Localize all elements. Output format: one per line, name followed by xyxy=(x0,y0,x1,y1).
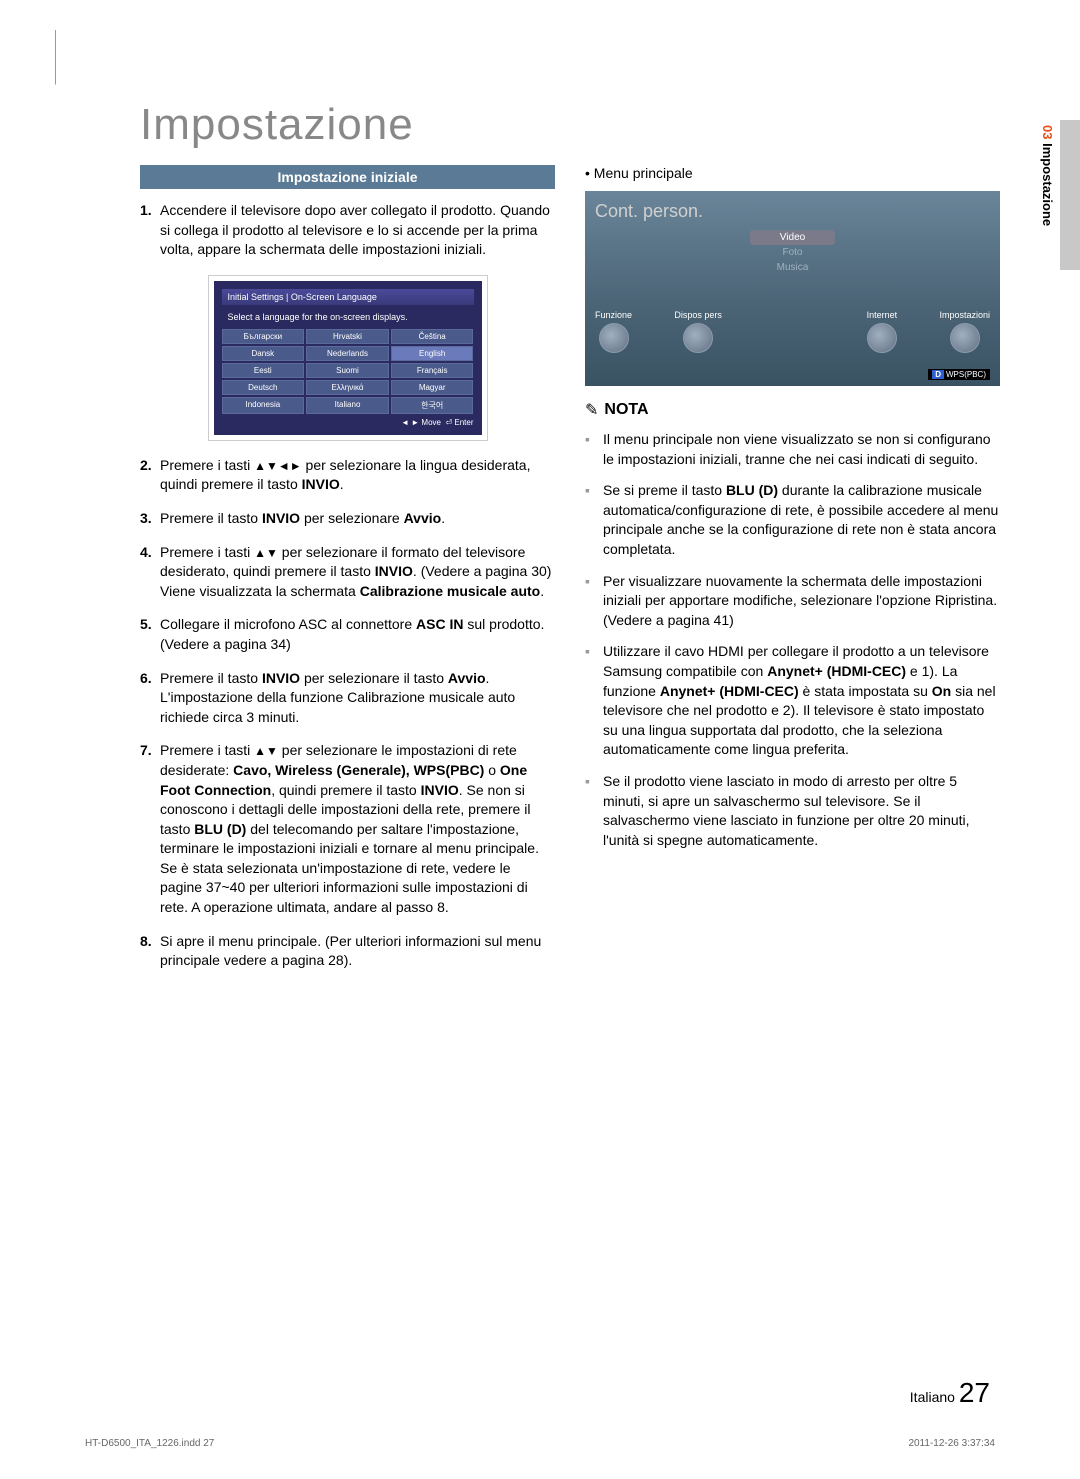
nota-5: ▪ Se il prodotto viene lasciato in modo … xyxy=(585,772,1000,850)
lang-option: 한국어 xyxy=(391,397,474,414)
right-column: • Menu principale Cont. person. Video Fo… xyxy=(585,165,1000,985)
step-1: 1. Accendere il televisore dopo aver col… xyxy=(140,201,555,260)
lang-option: Nederlands xyxy=(306,346,389,361)
nota-header: ✎ NOTA xyxy=(585,400,1000,420)
lang-option: English xyxy=(391,346,474,361)
internet-icon xyxy=(867,323,897,353)
nota-4: ▪ Utilizzare il cavo HDMI per collegare … xyxy=(585,642,1000,760)
settings-icon xyxy=(950,323,980,353)
nota-1: ▪ Il menu principale non viene visualizz… xyxy=(585,430,1000,469)
lang-option: Ελληνικά xyxy=(306,380,389,395)
section-header: Impostazione iniziale xyxy=(140,165,555,189)
lang-option: Magyar xyxy=(391,380,474,395)
step-6: 6. Premere il tasto INVIO per selezionar… xyxy=(140,669,555,728)
lang-option: Indonesia xyxy=(222,397,305,414)
step-3: 3. Premere il tasto INVIO per selezionar… xyxy=(140,509,555,529)
nota-icon: ✎ xyxy=(585,400,598,420)
step-5: 5. Collegare il microfono ASC al connett… xyxy=(140,615,555,654)
step-8: 8. Si apre il menu principale. (Per ulte… xyxy=(140,932,555,971)
menu-principale-header: • Menu principale xyxy=(585,165,1000,181)
step-4: 4. Premere i tasti ▲▼ per selezionare il… xyxy=(140,543,555,602)
nota-3: ▪ Per visualizzare nuovamente la scherma… xyxy=(585,572,1000,631)
menu-screenshot: Cont. person. Video Foto Musica Funzione… xyxy=(585,191,1000,386)
nota-2: ▪ Se si preme il tasto BLU (D) durante l… xyxy=(585,481,1000,559)
page-title: Impostazione xyxy=(140,100,1000,150)
step-2: 2. Premere i tasti ▲▼◄► per selezionare … xyxy=(140,456,555,495)
print-footer: HT-D6500_ITA_1226.indd 27 2011-12-26 3:3… xyxy=(85,1438,995,1449)
lang-option: Italiano xyxy=(306,397,389,414)
lang-option: Čeština xyxy=(391,329,474,344)
lang-option: Dansk xyxy=(222,346,305,361)
lang-option: Български xyxy=(222,329,305,344)
left-column: Impostazione iniziale 1. Accendere il te… xyxy=(140,165,555,985)
language-screenshot: Initial Settings | On-Screen Language Se… xyxy=(208,275,488,441)
lang-option: Hrvatski xyxy=(306,329,389,344)
lang-option: Eesti xyxy=(222,363,305,378)
function-icon xyxy=(599,323,629,353)
lang-option: Deutsch xyxy=(222,380,305,395)
lang-option: Français xyxy=(391,363,474,378)
page-number: Italiano 27 xyxy=(910,1377,990,1409)
device-icon xyxy=(683,323,713,353)
lang-option: Suomi xyxy=(306,363,389,378)
step-7: 7. Premere i tasti ▲▼ per selezionare le… xyxy=(140,741,555,917)
